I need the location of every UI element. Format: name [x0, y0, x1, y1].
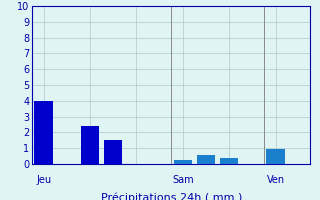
Bar: [104, 140, 123, 164]
Bar: [266, 149, 285, 164]
Bar: [173, 160, 192, 164]
Text: Précipitations 24h ( mm ): Précipitations 24h ( mm ): [100, 192, 242, 200]
Bar: [81, 126, 99, 164]
Text: Jeu: Jeu: [36, 175, 51, 185]
Bar: [197, 155, 215, 164]
Text: Ven: Ven: [267, 175, 285, 185]
Bar: [220, 158, 238, 164]
Bar: [34, 101, 53, 164]
Text: Sam: Sam: [172, 175, 194, 185]
